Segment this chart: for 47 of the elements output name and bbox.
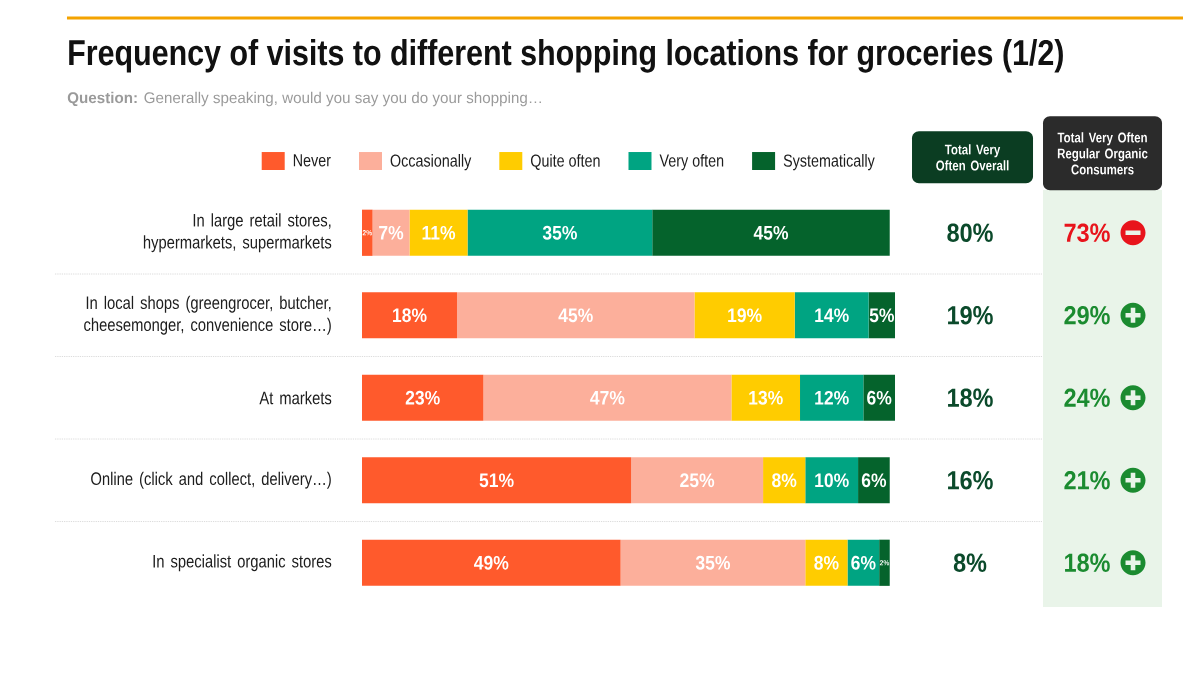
legend-label: Occasionally <box>390 153 472 171</box>
data-label: 6% <box>851 555 876 570</box>
data-label: 80% <box>947 223 993 242</box>
text: Total Very Often Regular Organic Consumers <box>1057 132 1148 175</box>
data-label: 6% <box>861 473 887 488</box>
data-label: 16% <box>948 471 993 490</box>
data-label: 47% <box>590 390 625 405</box>
data-label: 12% <box>815 390 849 405</box>
data-label: 18% <box>1065 553 1110 572</box>
legend-label: Quite often <box>530 153 600 170</box>
y-tick-label: In local shops (greengrocer, butcher, cheesemonger, convenience store…) <box>84 295 331 335</box>
data-label: 10% <box>815 473 849 488</box>
chart-subtitle: Question: Generally speaking, would you say you do your shopping… <box>67 91 541 107</box>
data-label: 45% <box>753 225 789 240</box>
y-tick-label: In specialist organic stores <box>153 554 332 572</box>
data-label: 7% <box>379 225 404 240</box>
legend-label: Very often <box>659 153 724 171</box>
data-label: 51% <box>479 473 514 488</box>
data-label: 45% <box>558 308 593 323</box>
data-label: 19% <box>948 306 993 325</box>
data-label: 8% <box>953 553 987 572</box>
legend-label: Systematically <box>783 153 875 171</box>
y-tick-label: Online (click and collect, delivery…) <box>91 471 331 489</box>
data-label: 8% <box>772 473 797 488</box>
data-label: 73% <box>1064 223 1110 242</box>
data-label: 11% <box>422 225 456 240</box>
data-label: 5% <box>869 308 895 323</box>
data-label: 18% <box>948 388 993 407</box>
y-tick-label: At markets <box>259 391 332 405</box>
data-label: 14% <box>815 308 849 323</box>
data-label: 13% <box>749 390 783 405</box>
data-label: 29% <box>1064 306 1110 325</box>
chart-title: Frequency of visits to different shopping locations for groceries (1/2) <box>69 38 1063 73</box>
data-label: 18% <box>393 308 427 323</box>
legend-label: Never <box>293 154 331 167</box>
data-label: 35% <box>695 555 731 570</box>
data-label: 49% <box>474 555 509 570</box>
y-tick-label: In large retail stores, hypermarkets, supermarkets <box>143 213 332 253</box>
data-label: 19% <box>728 308 762 323</box>
data-label: 35% <box>542 225 577 240</box>
data-label: 6% <box>867 390 892 405</box>
data-label: 24% <box>1064 388 1110 407</box>
data-label: 25% <box>680 473 715 488</box>
text: Total Very Often Overall <box>936 144 1009 171</box>
data-label: 23% <box>405 390 440 405</box>
data-label: 21% <box>1064 471 1110 490</box>
data-label: 8% <box>814 555 839 570</box>
